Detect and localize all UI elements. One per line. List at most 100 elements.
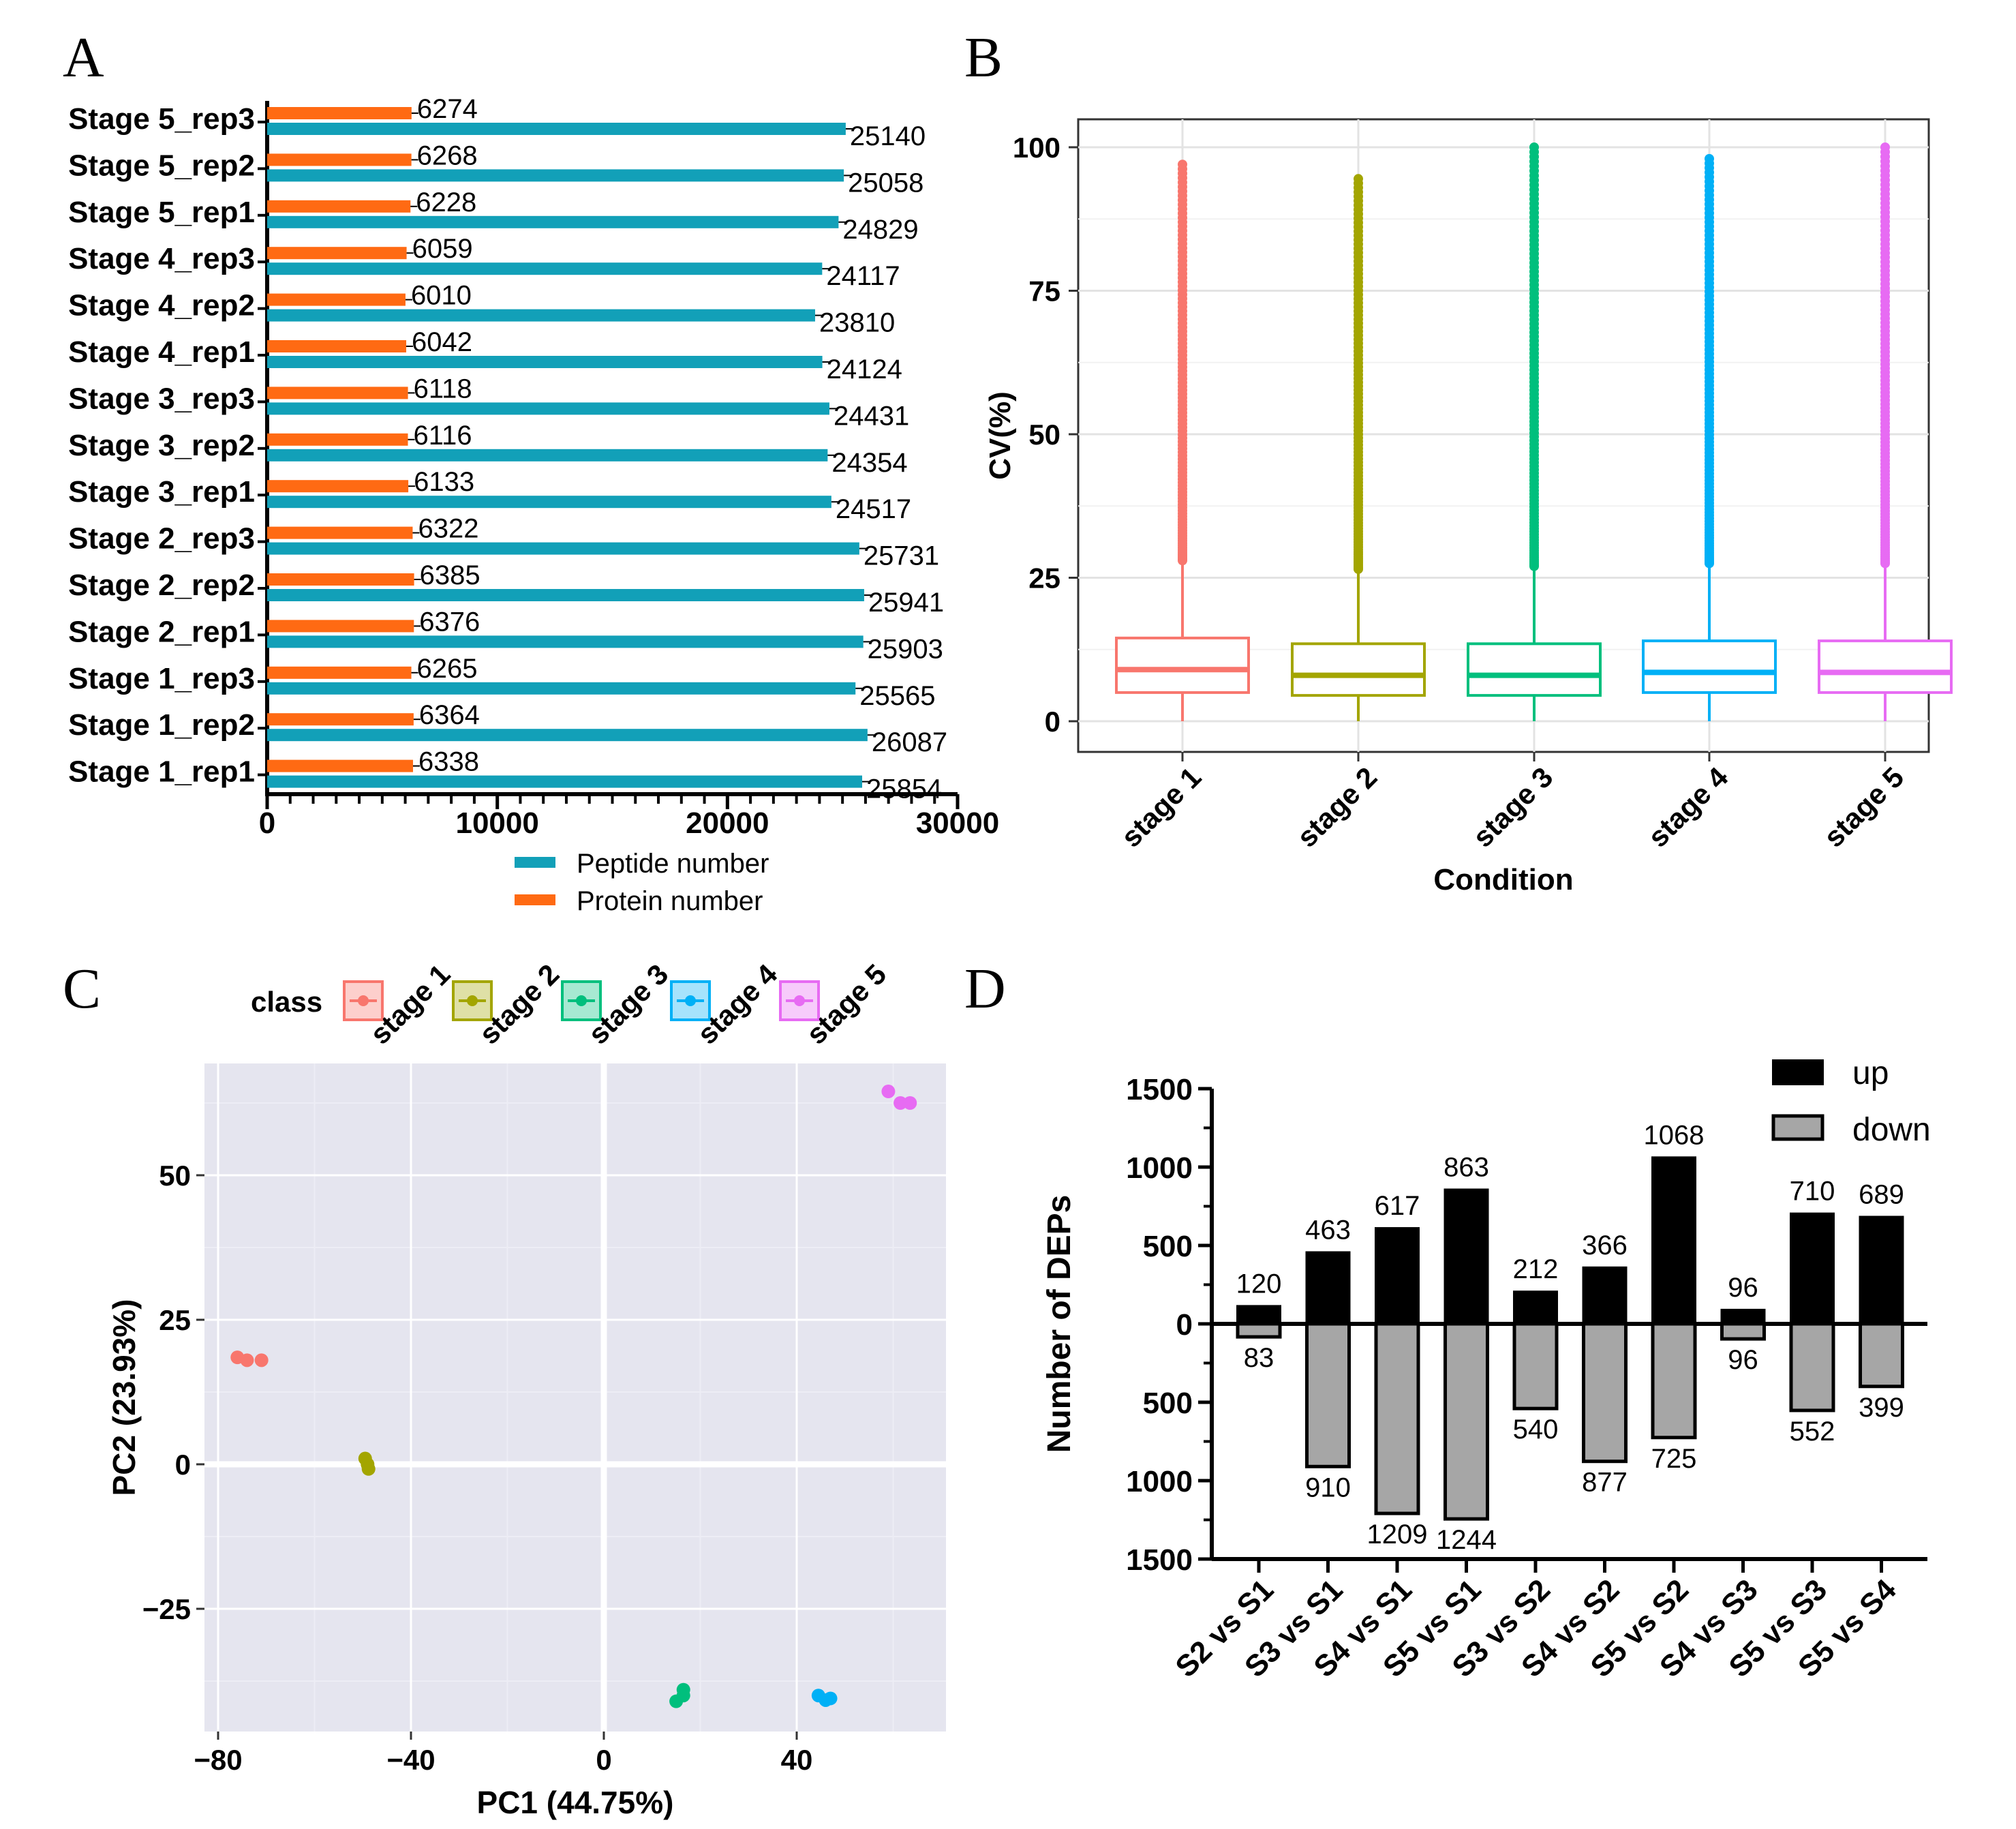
c-point (361, 1462, 376, 1476)
a-x-tick-label: 20000 (686, 806, 769, 840)
a-protein-bar (267, 107, 412, 119)
a-peptide-value: 25731 (864, 541, 939, 571)
a-category-label: Stage 1_rep2 (68, 708, 255, 742)
a-peptide-value: 25941 (868, 588, 944, 618)
d-down-bar (1444, 1322, 1489, 1521)
panel-letter-b: B (964, 26, 1003, 89)
a-category-label: Stage 1_rep3 (68, 662, 255, 695)
c-point (894, 1096, 908, 1110)
a-protein-bar (267, 293, 406, 306)
a-peptide-value: 24517 (836, 494, 911, 524)
b-y-tick-label: 25 (1028, 562, 1060, 594)
c-y-tick-label: 0 (175, 1449, 191, 1481)
a-protein-value: 6059 (412, 234, 473, 264)
a-legend-swatch-peptide (515, 857, 555, 868)
d-up-value: 120 (1236, 1269, 1282, 1299)
d-legend-swatch-up (1772, 1059, 1824, 1085)
b-x-tick-label: stage 3 (1467, 761, 1559, 853)
a-protein-value: 6322 (418, 514, 478, 544)
a-category-label: Stage 4_rep2 (68, 289, 255, 322)
a-peptide-value: 24124 (827, 354, 902, 384)
a-peptide-bar (267, 496, 831, 509)
d-up-bar (1305, 1251, 1351, 1324)
b-x-tick-label: stage 4 (1642, 761, 1735, 853)
d-up-value: 366 (1582, 1230, 1628, 1260)
a-category-label: Stage 5_rep2 (68, 149, 255, 182)
a-peptide-value: 24431 (834, 401, 909, 431)
b-y-tick-label: 100 (1013, 132, 1060, 164)
c-point (254, 1353, 269, 1367)
c-legend-title: class (251, 986, 322, 1018)
chart-a-peptide-protein-counts: 0 10000 20000 30000 Stage 5_rep3 6274 25140 Sta… (68, 94, 999, 916)
c-x-tick-label: 40 (781, 1744, 813, 1776)
d-down-bar (1859, 1322, 1904, 1389)
b-box (1291, 642, 1426, 697)
d-up-bar (1790, 1212, 1835, 1324)
a-peptide-bar (267, 309, 815, 322)
chart-c-pca-scatter: −80 −40 0 40 −25 0 25 50 PC1 (44.75%) PC2 (23.93%… (106, 958, 946, 1820)
a-protein-bar (267, 433, 408, 446)
c-x-tick-label: −40 (386, 1744, 435, 1776)
c-x-axis-title: PC1 (44.75%) (477, 1785, 674, 1820)
c-legend-key-point (576, 995, 587, 1006)
a-protein-value: 6133 (414, 467, 474, 497)
b-box (1642, 639, 1777, 694)
d-down-value: 1244 (1436, 1525, 1497, 1555)
c-x-tick-label: 0 (596, 1744, 611, 1776)
a-protein-bar (267, 759, 414, 772)
a-category-label: Stage 4_rep3 (68, 242, 255, 275)
d-down-value: 540 (1513, 1415, 1559, 1445)
b-x-tick-label: stage 2 (1291, 761, 1384, 853)
c-legend-key-point (467, 995, 478, 1006)
d-down-bar (1720, 1322, 1766, 1341)
a-peptide-value: 25854 (866, 774, 942, 804)
d-down-bar (1305, 1322, 1351, 1468)
chart-d-dep-counts: 1500 1000 500 0 500 1000 1500 Number of DEPs 120… (1041, 1055, 1931, 1684)
d-up-value: 212 (1513, 1254, 1559, 1284)
b-outlier-point (1354, 174, 1363, 184)
a-category-label: Stage 3_rep1 (68, 475, 255, 509)
c-plot-panel (204, 1063, 946, 1732)
d-up-value: 1068 (1644, 1120, 1705, 1150)
d-down-value: 877 (1582, 1468, 1628, 1498)
a-protein-value: 6338 (418, 747, 479, 777)
panel-letter-a: A (63, 26, 104, 89)
d-up-value: 689 (1859, 1180, 1904, 1210)
a-legend-label-protein: Protein number (577, 886, 763, 916)
d-down-bar (1582, 1322, 1628, 1464)
b-outlier-point (1529, 142, 1539, 152)
a-peptide-value: 25565 (859, 681, 935, 711)
c-point (240, 1353, 254, 1367)
a-peptide-bar (267, 542, 859, 555)
a-protein-bar (267, 526, 413, 539)
a-protein-bar (267, 480, 409, 493)
b-x-tick-label: stage 1 (1115, 761, 1208, 853)
a-protein-bar (267, 387, 408, 399)
d-y-tick-label: 500 (1143, 1230, 1193, 1263)
a-peptide-bar (267, 215, 839, 228)
b-y-tick-label: 0 (1045, 706, 1060, 738)
a-peptide-value: 26087 (872, 727, 947, 757)
a-peptide-bar (267, 775, 863, 788)
d-y-tick-label: 500 (1143, 1387, 1193, 1420)
a-x-tick-label: 10000 (455, 806, 538, 840)
b-box (1467, 642, 1602, 697)
a-protein-bar (267, 620, 414, 633)
d-up-bar (1513, 1290, 1558, 1324)
a-category-label: Stage 5_rep3 (68, 102, 255, 136)
c-point (823, 1691, 838, 1706)
a-peptide-bar (267, 729, 868, 742)
a-protein-value: 6010 (411, 281, 472, 311)
b-outlier-point (1178, 160, 1187, 170)
a-peptide-value: 25903 (868, 634, 943, 664)
a-peptide-bar (267, 635, 864, 648)
d-up-bar (1236, 1305, 1281, 1324)
d-down-value: 399 (1859, 1393, 1904, 1423)
d-legend-label-down: down (1852, 1112, 1931, 1148)
a-protein-value: 6228 (416, 187, 476, 217)
d-up-bar (1720, 1308, 1766, 1324)
a-protein-value: 6376 (419, 607, 480, 637)
a-peptide-value: 24829 (842, 215, 918, 245)
d-up-value: 617 (1375, 1191, 1420, 1221)
